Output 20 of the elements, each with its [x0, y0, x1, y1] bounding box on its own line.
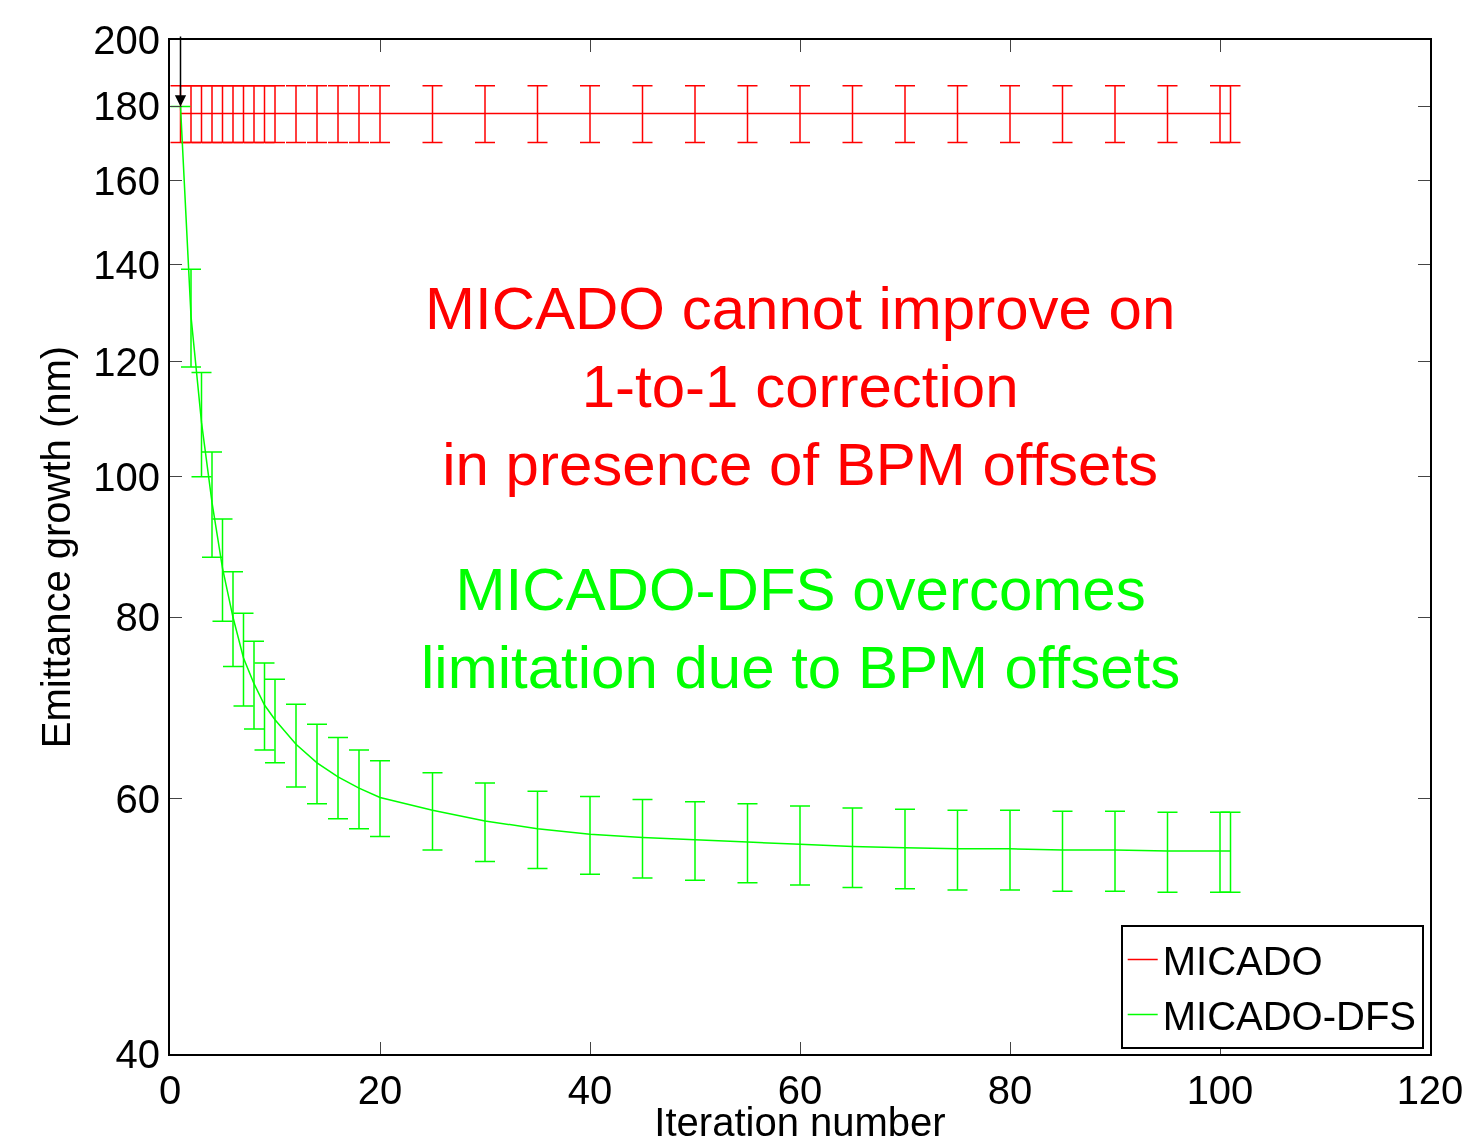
legend-label: MICADO-DFS: [1162, 994, 1417, 1039]
x-tick-label: 100: [1186, 1068, 1254, 1112]
y-axis-title: Emittance growth (nm): [34, 345, 79, 749]
x-tick-label: 40: [567, 1068, 613, 1112]
legend-label: MICADO: [1162, 939, 1323, 984]
y-tick-label: 160: [93, 158, 160, 203]
x-tick-label: 80: [987, 1068, 1033, 1112]
x-tick-label: 20: [357, 1068, 403, 1112]
y-tick-label: 100: [93, 454, 160, 499]
y-tick-label: 140: [93, 242, 160, 287]
y-tick-label: 180: [93, 84, 160, 129]
y-tick-label: 200: [93, 18, 160, 62]
y-tick-label: 40: [115, 1032, 160, 1076]
y-tick-label: 120: [93, 339, 160, 384]
annotation: MICADO cannot improve on 1-to-1 correction in presence of BPM offsets: [425, 275, 1176, 498]
y-tick-label: 60: [115, 776, 160, 821]
annotation: MICADO-DFS overcomes limitation due to BPM offsets: [421, 556, 1181, 701]
y-tick-label: 80: [115, 595, 160, 640]
x-tick-label: 120: [1396, 1068, 1464, 1112]
x-tick-label: 0: [158, 1068, 182, 1112]
